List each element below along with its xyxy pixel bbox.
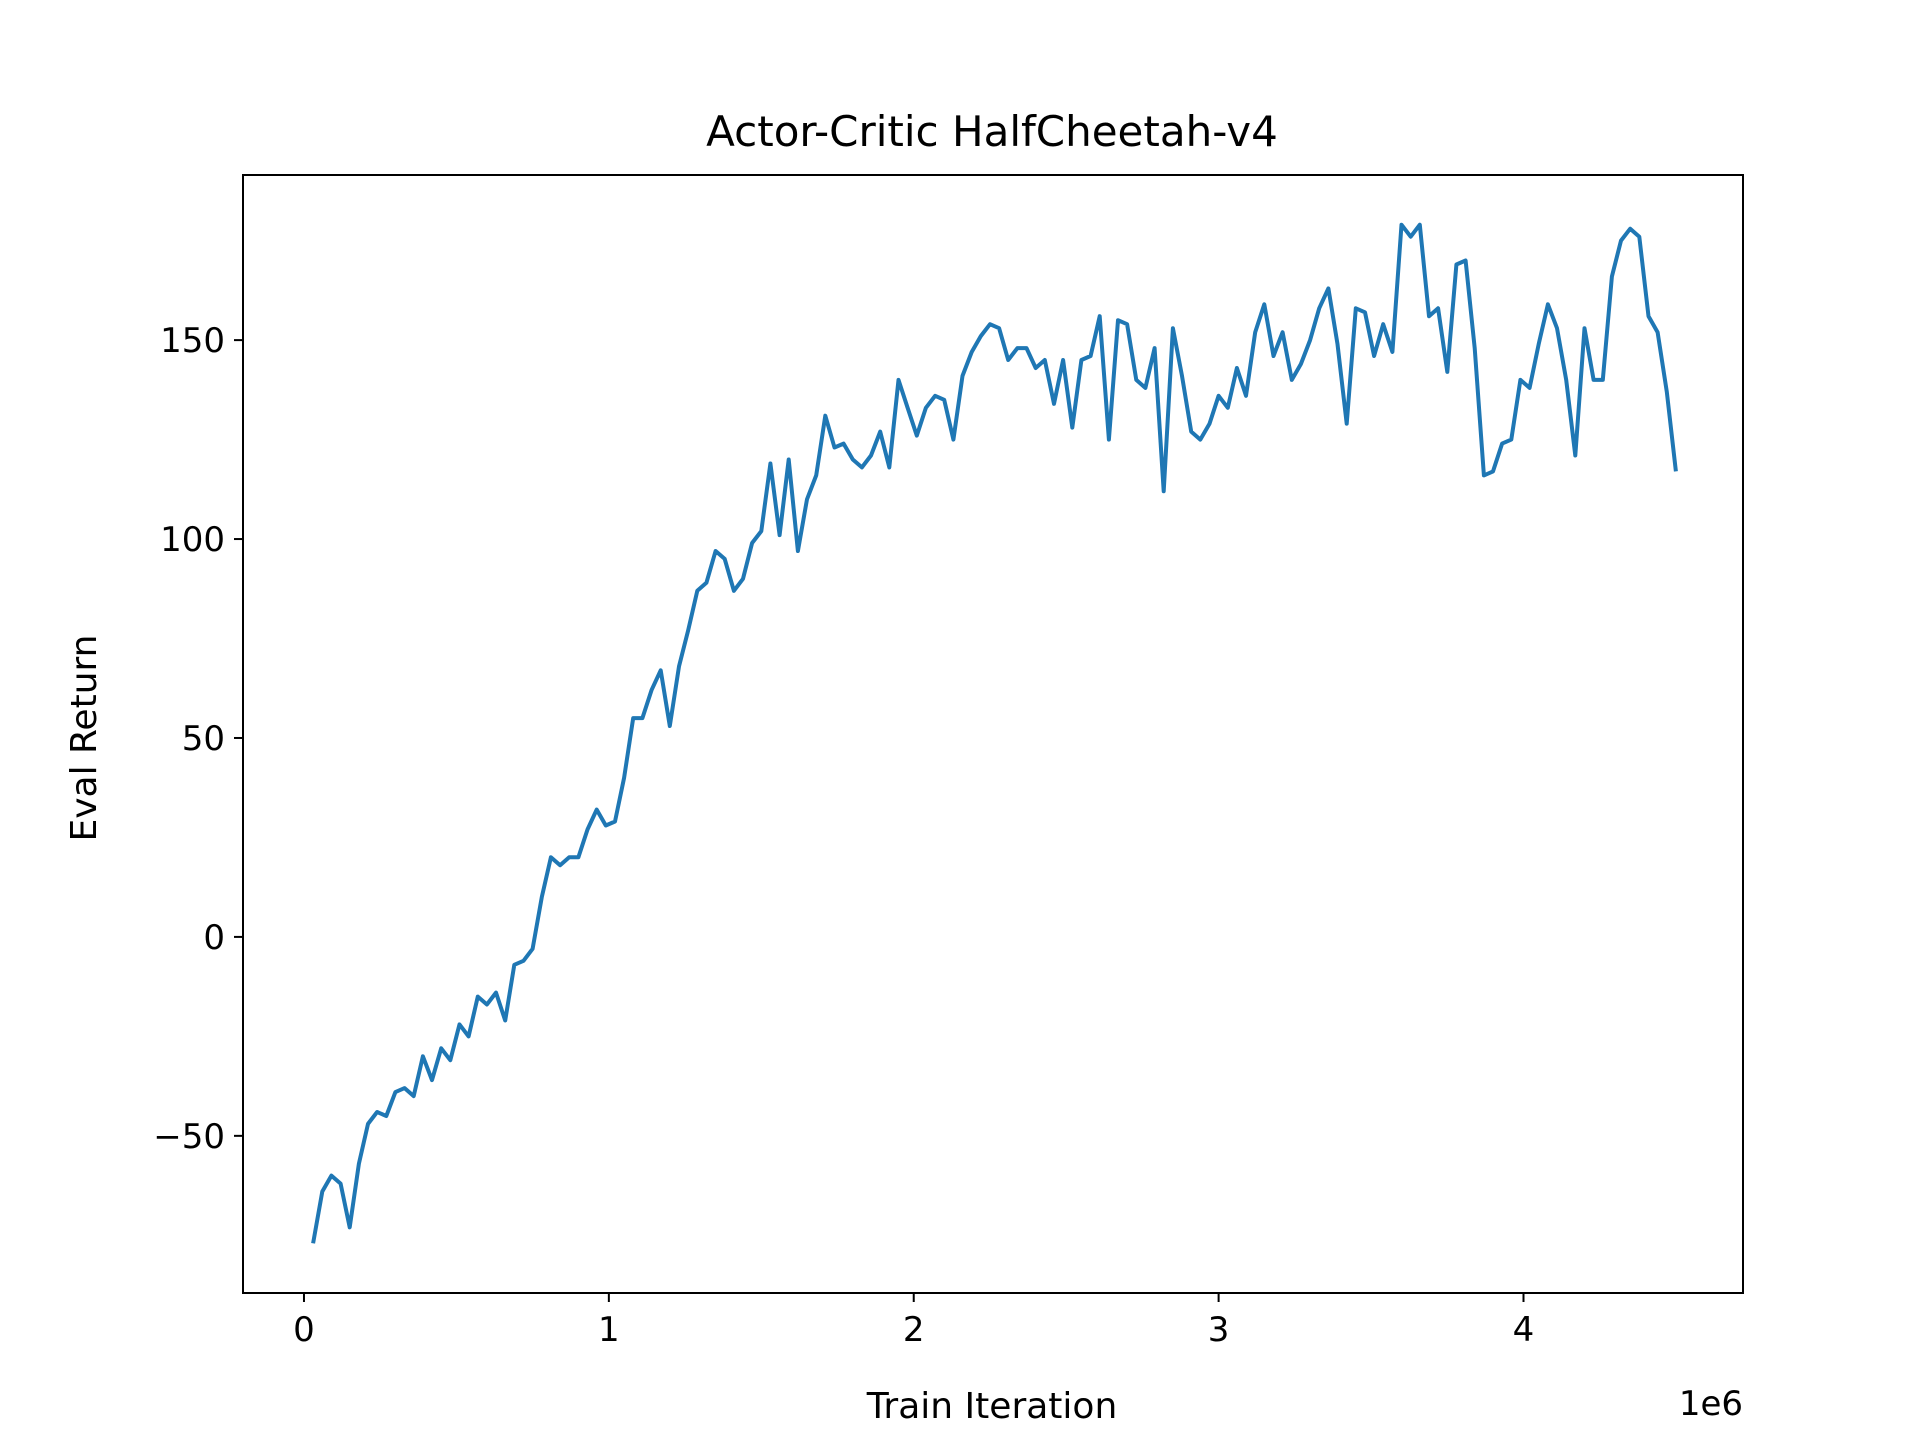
series-line-0	[311, 222, 1678, 1244]
x-tick-label-3: 3	[1208, 1310, 1230, 1350]
x-tick-label-2: 2	[903, 1310, 925, 1350]
axis-ticks: 0 1 2 3 4 −50 0 50 100 150	[153, 321, 1534, 1350]
y-tick-label-3: 100	[160, 520, 225, 560]
x-tick-label-0: 0	[293, 1310, 315, 1350]
y-tick-label-1: 0	[203, 918, 225, 958]
y-tick-label-2: 50	[182, 719, 225, 759]
x-axis-title: Train Iteration	[866, 1386, 1118, 1427]
plot-area	[311, 222, 1678, 1244]
y-axis-title: Eval Return	[64, 634, 105, 841]
x-offset-label: 1e6	[1679, 1384, 1743, 1424]
y-tick-label-0: −50	[153, 1117, 225, 1157]
chart-title: Actor-Critic HalfCheetah-v4	[706, 107, 1278, 156]
y-tick-label-4: 150	[160, 321, 225, 361]
x-tick-label-1: 1	[598, 1310, 620, 1350]
axes-frame	[242, 174, 1744, 1294]
x-tick-label-4: 4	[1513, 1310, 1535, 1350]
